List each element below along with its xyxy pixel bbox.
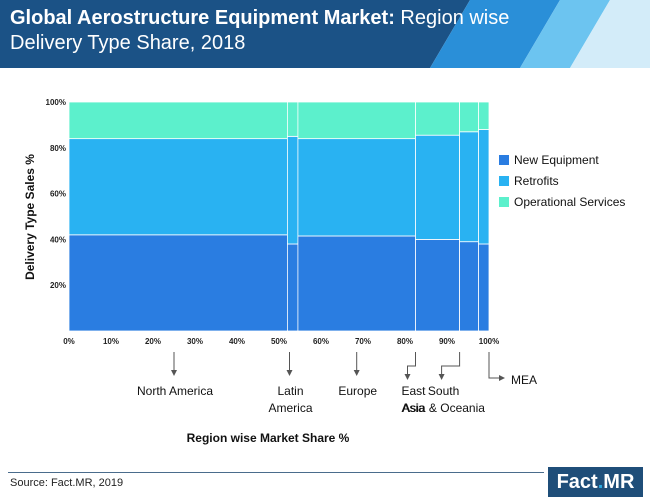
bar-segment-1-2	[68, 138, 288, 236]
y-axis-label: Delivery Type Sales %	[23, 154, 37, 280]
region-pointer-arrowhead	[353, 370, 360, 376]
y-tick-label: 100%	[46, 98, 66, 107]
region-label: America	[268, 401, 312, 415]
legend-swatch	[499, 155, 509, 165]
factmr-logo: Fact.MR	[548, 467, 643, 497]
bar-segment-6-3	[478, 101, 490, 130]
bar-segment-5-1	[459, 241, 479, 332]
x-tick-label: 90%	[439, 337, 455, 346]
bars-group	[68, 101, 490, 332]
bar-segment-1-1	[68, 234, 288, 332]
bar-segment-2-3	[286, 101, 299, 137]
bar-segment-4-2	[415, 134, 460, 240]
logo-main: Fact	[556, 471, 598, 493]
region-label: Asia	[402, 401, 426, 415]
region-label: Europe	[338, 384, 377, 398]
marimekko-chart: 20% 40% 60% 80% 100% 0% 10% 20% 30% 40% 50% 60% 70%…	[23, 98, 625, 445]
legend-swatch	[499, 176, 509, 186]
x-tick-label: 70%	[355, 337, 371, 346]
x-tick-label: 40%	[229, 337, 245, 346]
bar-segment-6-2	[478, 129, 490, 245]
region-label: Asia & Oceania	[402, 401, 485, 415]
chart-title-rest: Region wise Delivery Type Share, 2018	[10, 7, 510, 54]
legend: New Equipment Retrofits Operational Servic…	[499, 153, 625, 209]
x-tick-label: 60%	[313, 337, 329, 346]
region-pointer-arrowhead	[404, 374, 411, 380]
x-tick-label: 80%	[397, 337, 413, 346]
legend-label: Operational Services	[514, 195, 625, 209]
bar-segment-3-1	[297, 235, 416, 332]
region-label: North America	[137, 384, 213, 398]
region-pointer	[441, 352, 461, 376]
x-tick-label: 20%	[145, 337, 161, 346]
logo-dot: .	[597, 471, 604, 493]
x-axis-label: Region wise Market Share %	[187, 431, 350, 445]
bar-segment-4-1	[415, 238, 460, 332]
bar-segment-5-3	[459, 101, 479, 133]
region-label: South	[428, 384, 459, 398]
bar-segment-2-2	[286, 135, 299, 245]
legend-swatch	[499, 197, 509, 207]
bar-segment-2-1	[286, 243, 299, 332]
x-tick-label: 0%	[63, 337, 75, 346]
bar-segment-1-3	[68, 101, 288, 140]
y-tick-label: 60%	[50, 190, 66, 199]
region-labels: North America Latin America Europe East AsiaS…	[137, 352, 537, 415]
y-tick-label: 20%	[50, 281, 66, 290]
region-pointer-arrowhead	[499, 375, 505, 381]
x-tick-label: 100%	[479, 337, 499, 346]
region-pointer	[407, 352, 416, 376]
y-tick-label: 40%	[50, 235, 66, 244]
region-label: Latin	[277, 384, 303, 398]
header-background	[0, 0, 650, 68]
y-axis: 20% 40% 60% 80% 100%	[46, 98, 66, 290]
region-pointer	[488, 352, 501, 379]
x-tick-label: 30%	[187, 337, 203, 346]
region-pointer-arrowhead	[438, 374, 445, 380]
x-axis: 0% 10% 20% 30% 40% 50% 60% 70% 80% 90% 100%	[63, 337, 499, 346]
source-note: Source: Fact.MR, 2019	[10, 477, 124, 489]
region-pointer-arrowhead	[171, 370, 177, 376]
bar-segment-6-1	[478, 243, 490, 332]
bar-segment-3-3	[297, 101, 416, 140]
x-tick-label: 50%	[271, 337, 287, 346]
legend-label: New Equipment	[514, 153, 599, 167]
region-pointer-arrowhead	[286, 370, 293, 376]
chart-title-bold: Global Aerostructure Equipment Market:	[10, 7, 395, 29]
region-label: East	[402, 384, 427, 398]
logo-end: MR	[603, 471, 635, 493]
footer-divider	[8, 472, 544, 473]
region-label: MEA	[511, 373, 537, 387]
bar-segment-5-2	[459, 131, 479, 243]
chart-title: Global Aerostructure Equipment Market: R…	[10, 6, 530, 56]
header-banner: Global Aerostructure Equipment Market: R…	[0, 0, 650, 68]
y-tick-label: 80%	[50, 144, 66, 153]
legend-label: Retrofits	[514, 174, 559, 188]
bar-segment-3-2	[297, 138, 416, 237]
x-tick-label: 10%	[103, 337, 119, 346]
bar-segment-4-3	[415, 101, 460, 136]
